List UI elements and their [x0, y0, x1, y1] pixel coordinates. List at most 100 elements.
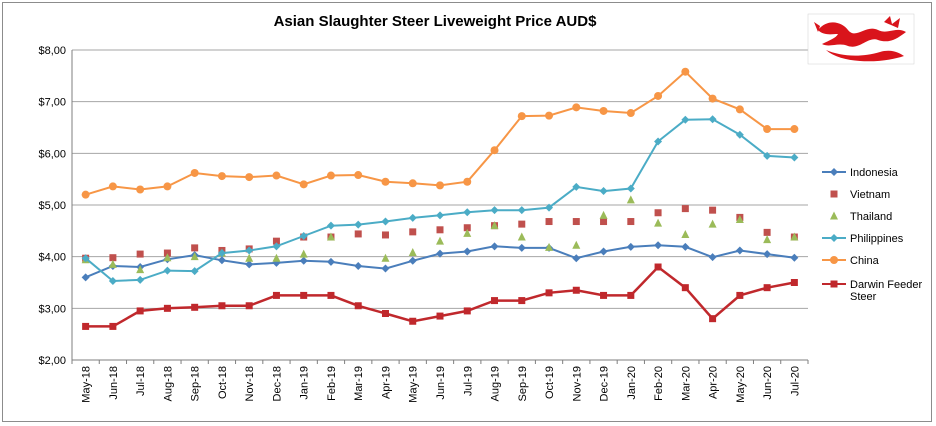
x-tick-label: Nov-19	[571, 366, 583, 401]
data-point	[599, 106, 608, 115]
data-point	[381, 253, 390, 262]
data-point	[735, 130, 744, 139]
data-point	[518, 220, 526, 228]
data-point	[599, 247, 608, 256]
data-point	[709, 315, 717, 323]
data-point	[436, 236, 444, 245]
x-tick-label: Sep-19	[517, 366, 529, 401]
data-point	[81, 273, 90, 282]
x-tick-label: Jun-18	[108, 366, 120, 400]
data-point	[572, 218, 580, 226]
data-point	[436, 181, 444, 190]
data-point	[108, 259, 117, 268]
data-point	[191, 244, 199, 252]
data-point	[354, 302, 362, 310]
y-tick-label: $5,00	[38, 200, 66, 212]
data-point	[354, 230, 362, 238]
data-point	[599, 210, 608, 219]
data-point	[572, 254, 581, 263]
data-point	[81, 254, 90, 263]
data-point	[81, 190, 90, 199]
data-point	[136, 250, 144, 258]
data-point	[190, 267, 199, 276]
data-point	[735, 105, 744, 114]
legend-label: Thailand	[850, 211, 892, 223]
legend-marker	[830, 280, 838, 288]
x-tick-label: May-18	[81, 366, 93, 403]
x-tick-label: Jul-20	[789, 366, 801, 396]
data-point	[545, 111, 554, 120]
data-point	[409, 317, 417, 325]
data-point	[626, 195, 635, 204]
data-point	[299, 232, 308, 240]
legend-item: Indonesia	[822, 167, 899, 179]
data-point	[572, 182, 581, 191]
data-point	[326, 232, 335, 241]
data-point	[708, 115, 717, 124]
data-point	[272, 291, 280, 299]
legend-label: Vietnam	[850, 189, 890, 201]
data-point	[136, 185, 145, 194]
data-point	[245, 253, 254, 262]
data-point	[790, 232, 799, 241]
data-point	[217, 249, 226, 258]
data-point	[654, 137, 663, 146]
data-point	[572, 240, 581, 249]
data-point	[272, 237, 280, 245]
data-point	[163, 253, 172, 262]
data-point	[517, 206, 526, 215]
data-point	[82, 322, 90, 330]
data-point	[517, 112, 526, 121]
data-point	[299, 180, 308, 189]
legend-item: Thailand	[830, 211, 892, 223]
legend-marker	[830, 168, 838, 176]
data-point	[790, 125, 799, 134]
data-point	[681, 242, 690, 251]
data-point	[708, 253, 717, 262]
legend-marker	[830, 234, 838, 242]
red-dragon-icon	[807, 13, 915, 65]
data-point	[600, 291, 608, 299]
data-point	[654, 91, 663, 100]
data-point	[790, 253, 799, 262]
data-point	[763, 151, 772, 160]
data-point	[299, 256, 308, 265]
data-point	[163, 182, 172, 191]
data-point	[654, 263, 662, 271]
data-point	[108, 276, 117, 285]
data-point	[545, 218, 553, 226]
data-point	[681, 205, 689, 213]
legend-item: Vietnam	[830, 189, 890, 201]
data-point	[517, 232, 526, 241]
axes: $2,00 $3,00 $4,00 $5,00 $6,00 $7,00 $8,00 May-1…	[38, 45, 809, 403]
data-point	[790, 153, 799, 162]
data-point	[463, 177, 472, 186]
data-point	[463, 208, 472, 217]
data-point	[326, 171, 335, 180]
x-tick-label: Feb-19	[326, 366, 338, 401]
legend-marker	[830, 256, 838, 264]
data-point	[409, 228, 417, 236]
x-tick-label: Sep-18	[190, 366, 202, 401]
data-point	[217, 256, 226, 265]
data-point	[626, 242, 635, 251]
y-tick-label: $4,00	[38, 252, 66, 264]
y-tick-label: $2,00	[38, 355, 66, 367]
data-point	[572, 286, 580, 294]
x-tick-label: Nov-18	[244, 366, 256, 401]
data-point	[463, 224, 471, 232]
data-point	[681, 115, 690, 124]
data-point	[245, 246, 254, 255]
data-point	[354, 171, 363, 180]
data-point	[381, 217, 390, 226]
legend-label: Indonesia	[850, 167, 899, 179]
data-point	[626, 109, 635, 118]
data-point	[163, 249, 171, 257]
y-tick-label: $3,00	[38, 303, 66, 315]
data-point	[708, 94, 717, 103]
data-point	[763, 125, 772, 134]
data-point	[108, 182, 117, 191]
series-indonesia	[81, 241, 799, 282]
data-point	[109, 322, 117, 330]
data-point	[763, 235, 772, 244]
